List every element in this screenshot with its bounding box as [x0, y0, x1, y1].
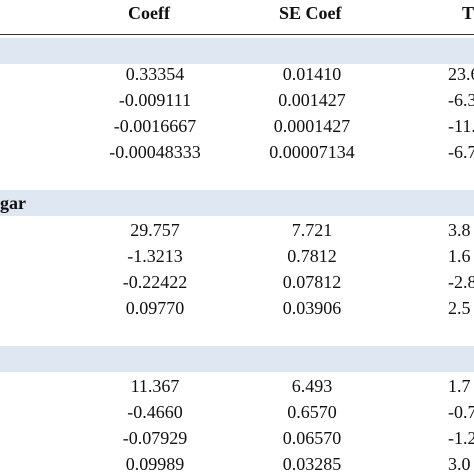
t-cell: 3.8: [448, 220, 471, 240]
section-band-3: [0, 346, 474, 372]
header-rule: [0, 34, 474, 35]
coeff-cell: -0.22422: [122, 272, 188, 292]
t-cell: 1.6: [448, 246, 471, 266]
coeff-cell: 0.09770: [125, 298, 185, 318]
se-coef-cell: 0.0001427: [273, 116, 351, 136]
t-cell: -0.7: [448, 402, 474, 422]
coeff-cell: -0.0016667: [113, 116, 197, 136]
se-coef-cell: 0.001427: [278, 90, 346, 110]
t-cell: 3.0: [448, 454, 471, 474]
coeff-cell: 0.33354: [125, 64, 185, 84]
t-cell: -11.: [448, 116, 474, 136]
se-coef-cell: 0.07812: [282, 272, 342, 292]
coeff-cell: -0.07929: [122, 428, 188, 448]
t-cell: 2.5: [448, 298, 471, 318]
t-cell: 23.6: [448, 64, 474, 84]
se-coef-cell: 0.00007134: [269, 142, 355, 162]
t-cell: -6.7: [448, 142, 474, 162]
coeff-cell: -1.3213: [127, 246, 183, 266]
se-coef-cell: 0.01410: [282, 64, 342, 84]
coeff-cell: 0.09989: [125, 454, 185, 474]
t-cell: 1.7: [448, 376, 471, 396]
section-label-2: gar: [0, 193, 26, 213]
section-band-2: gar: [0, 190, 474, 216]
coeff-cell: 11.367: [130, 376, 180, 396]
coeff-cell: 29.757: [130, 220, 180, 240]
se-coef-cell: 6.493: [291, 376, 333, 396]
column-header-coeff: Coeff: [128, 3, 170, 23]
section-band-1: [0, 38, 474, 64]
se-coef-cell: 0.03285: [282, 454, 342, 474]
se-coef-cell: 0.7812: [287, 246, 337, 266]
column-header-t: T: [462, 3, 474, 23]
column-header-se-coef: SE Coef: [279, 3, 342, 23]
coeff-cell: -0.00048333: [109, 142, 201, 162]
t-cell: -6.3: [448, 90, 474, 110]
se-coef-cell: 7.721: [291, 220, 333, 240]
se-coef-cell: 0.6570: [287, 402, 337, 422]
t-cell: -2.8: [448, 272, 474, 292]
se-coef-cell: 0.03906: [282, 298, 342, 318]
t-cell: -1.2: [448, 428, 474, 448]
coeff-cell: -0.4660: [127, 402, 183, 422]
se-coef-cell: 0.06570: [282, 428, 342, 448]
coeff-cell: -0.009111: [118, 90, 192, 110]
